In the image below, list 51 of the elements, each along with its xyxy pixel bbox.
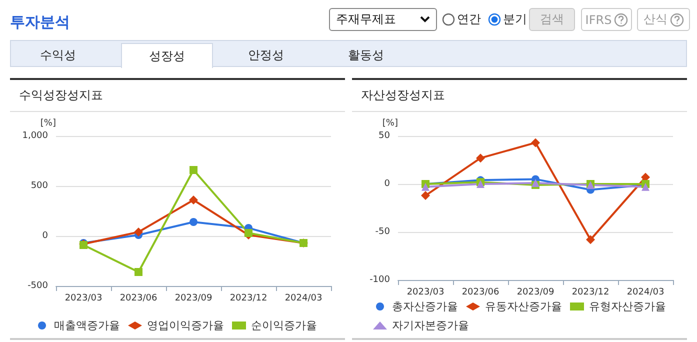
text: IFRS bbox=[581, 8, 632, 31]
x-tick-label: 2023/12 bbox=[230, 294, 268, 304]
y-axis-title: [%] bbox=[40, 118, 56, 128]
legend-label: 매출액증가율 bbox=[54, 319, 120, 332]
chart-title: 수익성장성지표 bbox=[10, 80, 345, 112]
x-tick-label: 2023/03 bbox=[64, 294, 102, 304]
y-axis-title: [%] bbox=[382, 118, 398, 128]
text: 연간 bbox=[456, 11, 481, 28]
x-tick-label: 2023/12 bbox=[572, 288, 610, 298]
text: 산식 bbox=[637, 8, 690, 31]
legend-label: 총자산증가율 bbox=[392, 300, 458, 313]
point bbox=[190, 218, 198, 226]
x-tick-label: 2023/09 bbox=[174, 294, 212, 304]
y-tick-label: 1,000 bbox=[22, 131, 48, 141]
y-tick-label: -100 bbox=[370, 275, 390, 285]
y-tick-label: -500 bbox=[28, 281, 48, 291]
text: 성장성 bbox=[121, 43, 213, 68]
point bbox=[189, 196, 198, 204]
point bbox=[244, 229, 252, 237]
point bbox=[134, 228, 143, 236]
text: 주재무제표 bbox=[336, 11, 396, 28]
point bbox=[422, 182, 430, 191]
chart-title: 자산성장성지표 bbox=[352, 80, 687, 112]
y-tick-label: 0 bbox=[42, 231, 48, 241]
legend-label: 유동자산증가율 bbox=[485, 300, 562, 313]
point bbox=[476, 154, 485, 163]
legend-label: 자기자본증가율 bbox=[392, 319, 469, 332]
y-tick-label: 500 bbox=[30, 181, 48, 191]
x-tick-label: 2023/03 bbox=[406, 288, 444, 298]
legend-label: 영업이익증가율 bbox=[147, 319, 224, 332]
legend-label: 유형자산증가율 bbox=[589, 300, 666, 313]
x-tick-label: 2024/03 bbox=[626, 288, 664, 298]
y-tick-label: 50 bbox=[378, 131, 390, 141]
x-tick-label: 2023/06 bbox=[120, 294, 158, 304]
text: 분기 bbox=[502, 11, 527, 28]
text: 수익성 bbox=[39, 46, 77, 64]
text: 투자분석 bbox=[10, 13, 70, 32]
point bbox=[421, 191, 430, 200]
point bbox=[586, 235, 595, 244]
text: 검색 bbox=[529, 8, 575, 31]
legend-label: 순이익증가율 bbox=[251, 319, 317, 332]
point bbox=[531, 138, 540, 148]
x-tick-label: 2023/09 bbox=[516, 288, 554, 298]
y-tick-label: -50 bbox=[375, 227, 390, 237]
x-tick-label: 2024/03 bbox=[284, 294, 322, 304]
y-tick-label: 0 bbox=[384, 179, 390, 189]
text: 안정성 bbox=[247, 46, 285, 64]
point bbox=[190, 166, 198, 174]
point bbox=[134, 268, 142, 276]
x-tick-label: 2023/06 bbox=[462, 288, 500, 298]
text: 활동성 bbox=[347, 46, 385, 64]
